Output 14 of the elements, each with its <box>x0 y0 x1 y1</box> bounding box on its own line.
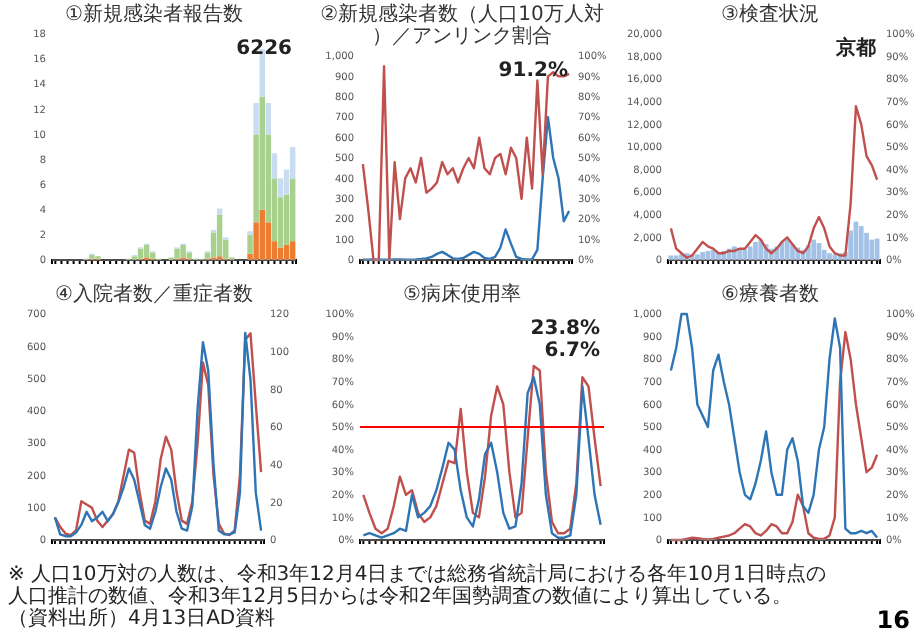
text: （資料出所）4月13日AD資料 <box>8 606 276 630</box>
text: 16 <box>876 606 910 634</box>
chart-title: ⑥療養者数 <box>721 282 819 306</box>
annotation: 91.2% <box>498 60 568 82</box>
chart-title: ②新規感染者数（人口10万人対）／アンリンク割合 <box>320 2 604 48</box>
annotation: 京都 <box>834 36 876 60</box>
annotation: 23.8% <box>530 318 600 340</box>
chart-title: ③検査状況 <box>721 2 819 26</box>
annotation: 6.7% <box>544 340 600 362</box>
chart-title: ①新規感染者報告数 <box>65 2 243 26</box>
text: ※ 人口10万対の人数は、令和3年12月4日までは総務省統計局における各年10月1日時点の人口推計の数値、令和3年12月5日からは令和2年国勢調査の数値により算出している。 <box>8 562 826 608</box>
chart-title: ④入院者数／重症者数 <box>55 282 253 306</box>
annotation: 6226 <box>236 38 293 60</box>
chart-title: ⑤病床使用率 <box>403 282 521 306</box>
